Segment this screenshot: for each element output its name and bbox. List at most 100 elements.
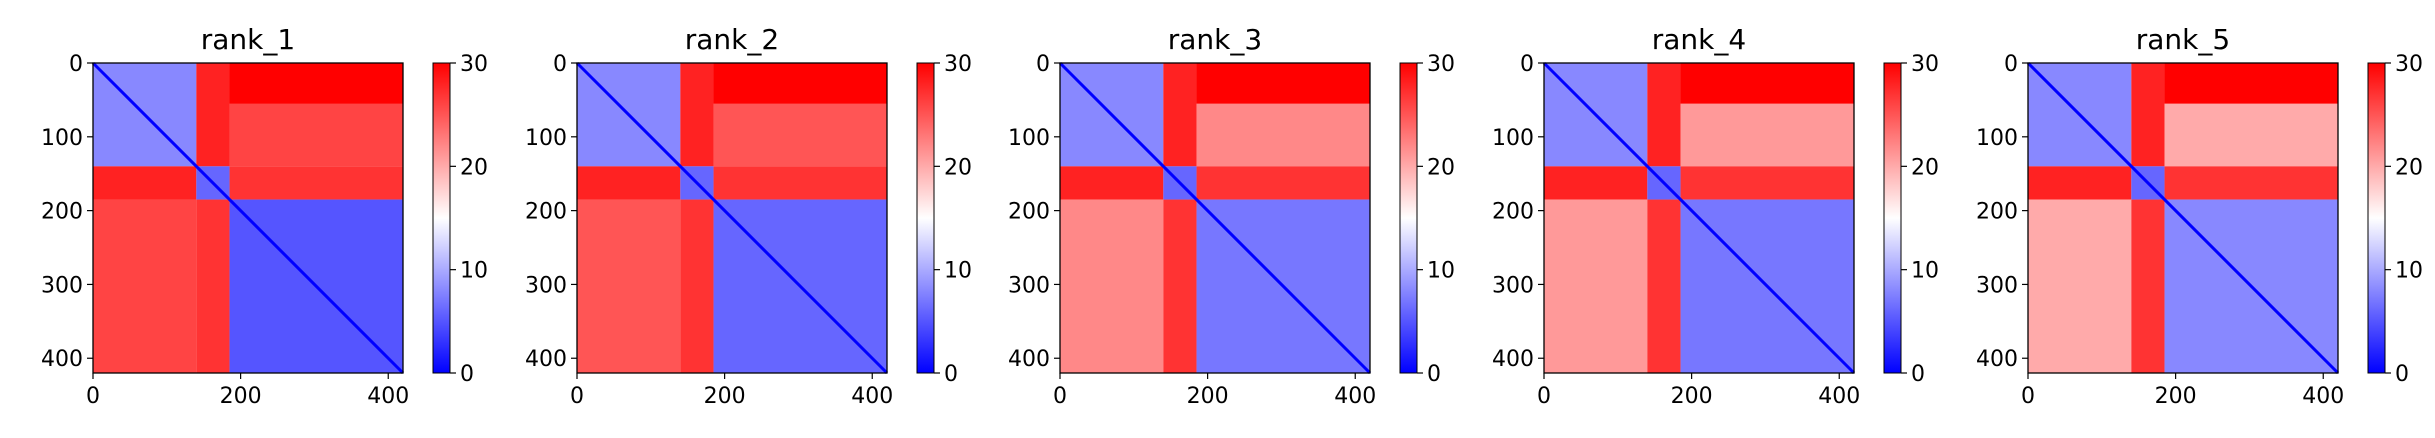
- heatmap-block: [2028, 199, 2132, 373]
- y-tick-label: 200: [1008, 200, 1050, 225]
- x-tick-label: 200: [2155, 384, 2197, 409]
- heatmap-block: [1060, 166, 1164, 200]
- heatmap-block: [1647, 199, 1681, 373]
- heatmap-block: [1196, 63, 1370, 104]
- x-tick-label: 0: [86, 384, 100, 409]
- x-tick-label: 200: [704, 384, 746, 409]
- colorbar-tick-label: 10: [1427, 259, 1455, 284]
- x-tick-label: 400: [1334, 384, 1376, 409]
- colorbar-tick-label: 30: [460, 52, 488, 77]
- colorbar: [432, 62, 451, 374]
- heatmap-diagonal: [575, 61, 889, 375]
- heatmap-block: [577, 166, 681, 200]
- plot-frame: [1059, 62, 1371, 374]
- colorbar: [1883, 62, 1902, 374]
- y-tick-label: 200: [41, 200, 83, 225]
- y-tick-label: 400: [1976, 347, 2018, 372]
- y-tick-label: 400: [525, 347, 567, 372]
- x-tick-label: 0: [1053, 384, 1067, 409]
- heatmap-diagonal: [1542, 61, 1856, 375]
- y-tick-label: 100: [525, 126, 567, 151]
- x-tick-label: 200: [1187, 384, 1229, 409]
- y-tick-label: 400: [1492, 347, 1534, 372]
- colorbar-tick-label: 30: [1911, 52, 1939, 77]
- colorbar: [2367, 62, 2386, 374]
- x-tick-label: 200: [1671, 384, 1713, 409]
- colorbar-tick-label: 0: [944, 362, 958, 387]
- heatmap-block: [680, 199, 714, 373]
- heatmap-block: [1163, 63, 1197, 167]
- colorbar-tick-label: 30: [944, 52, 972, 77]
- colorbar-tick-label: 20: [1911, 155, 1939, 180]
- heatmap-block: [1680, 166, 1854, 200]
- y-tick-label: 300: [1492, 273, 1534, 298]
- x-tick-label: 0: [1537, 384, 1551, 409]
- heatmap-block: [2164, 63, 2338, 104]
- heatmap-block: [577, 199, 681, 373]
- panel-title: rank_4: [1652, 23, 1746, 56]
- colorbar-tick-label: 30: [1427, 52, 1455, 77]
- y-tick-label: 400: [1008, 347, 1050, 372]
- heatmap-block: [2131, 199, 2165, 373]
- x-tick-label: 0: [2021, 384, 2035, 409]
- x-tick-label: 400: [367, 384, 409, 409]
- heatmap-block: [93, 166, 197, 200]
- heatmap-block: [1060, 199, 1164, 373]
- x-tick-label: 200: [220, 384, 262, 409]
- y-tick-label: 100: [1976, 126, 2018, 151]
- x-tick-label: 400: [1818, 384, 1860, 409]
- y-tick-label: 400: [41, 347, 83, 372]
- heatmap-block: [1544, 166, 1648, 200]
- colorbar-tick-label: 10: [1911, 259, 1939, 284]
- colorbar: [916, 62, 935, 374]
- colorbar-tick-label: 10: [460, 259, 488, 284]
- colorbar-tick-label: 20: [944, 155, 972, 180]
- heatmap-block: [1680, 63, 1854, 104]
- colorbar-tick-label: 20: [1427, 155, 1455, 180]
- heatmap-block: [2164, 166, 2338, 200]
- heatmap-block: [1163, 199, 1197, 373]
- heatmap-block: [229, 63, 403, 104]
- y-tick-label: 300: [1008, 273, 1050, 298]
- heatmap-block: [713, 63, 887, 104]
- heatmap-diagonal: [91, 61, 405, 375]
- heatmap-diagonal: [2026, 61, 2340, 375]
- y-tick-label: 200: [1492, 200, 1534, 225]
- y-tick-label: 0: [1520, 52, 1534, 77]
- heatmap-block: [2131, 63, 2165, 167]
- plot-frame: [1543, 62, 1855, 374]
- colorbar-tick-label: 0: [460, 362, 474, 387]
- x-tick-label: 0: [570, 384, 584, 409]
- heatmap-block: [196, 199, 230, 373]
- colorbar-tick-label: 0: [2395, 362, 2409, 387]
- colorbar: [1399, 62, 1418, 374]
- y-tick-label: 100: [41, 126, 83, 151]
- heatmap-block: [2028, 166, 2132, 200]
- y-tick-label: 300: [41, 273, 83, 298]
- heatmap-block: [1196, 166, 1370, 200]
- heatmap-block: [229, 166, 403, 200]
- panel-title: rank_1: [201, 23, 295, 56]
- heatmap-block: [93, 199, 197, 373]
- colorbar-tick-label: 0: [1911, 362, 1925, 387]
- colorbar-tick-label: 20: [460, 155, 488, 180]
- y-tick-label: 200: [525, 200, 567, 225]
- panel-title: rank_3: [1168, 23, 1262, 56]
- y-tick-label: 300: [525, 273, 567, 298]
- x-tick-label: 400: [851, 384, 893, 409]
- panel-title: rank_2: [685, 23, 779, 56]
- heatmap-block: [196, 63, 230, 167]
- plot-frame: [92, 62, 404, 374]
- y-tick-label: 200: [1976, 200, 2018, 225]
- y-tick-label: 0: [1036, 52, 1050, 77]
- heatmap-block: [1544, 199, 1648, 373]
- heatmap-diagonal: [1058, 61, 1372, 375]
- y-tick-label: 0: [2004, 52, 2018, 77]
- plot-frame: [576, 62, 888, 374]
- colorbar-tick-label: 0: [1427, 362, 1441, 387]
- heatmap-block: [713, 166, 887, 200]
